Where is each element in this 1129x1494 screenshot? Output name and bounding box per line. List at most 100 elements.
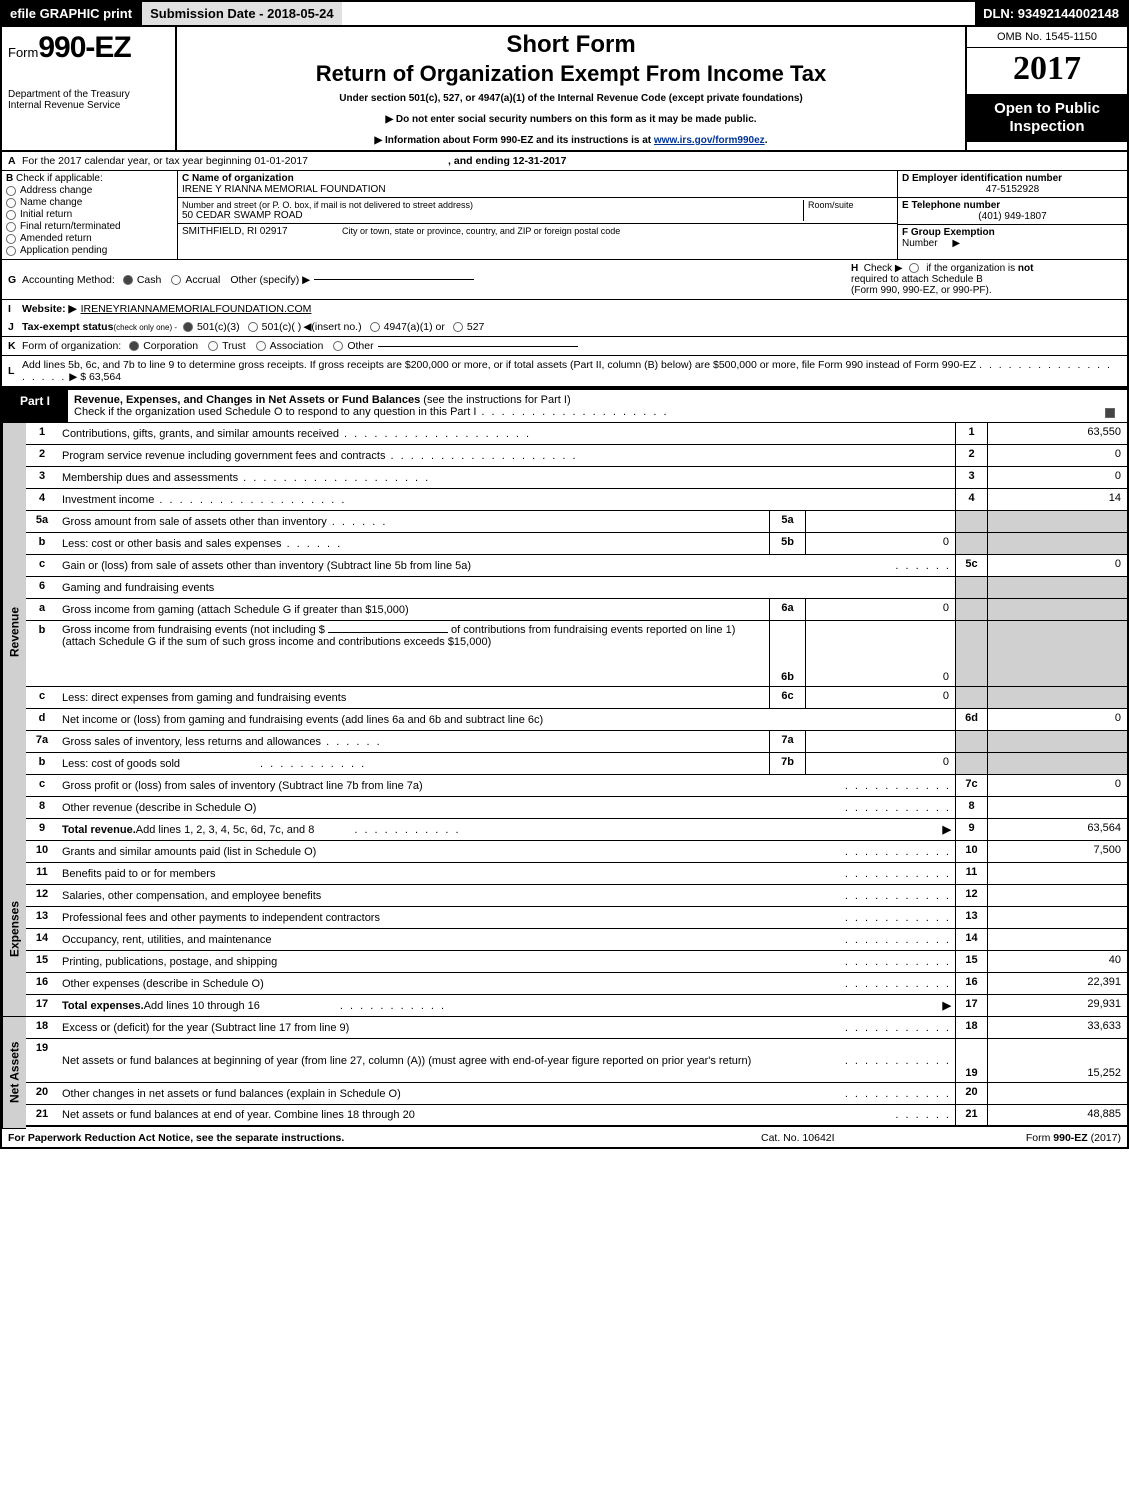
rn-16: 16 (955, 973, 987, 994)
rb-cash[interactable] (123, 275, 133, 285)
pt1-checkbox-cell (1097, 390, 1127, 422)
rb-4947[interactable] (370, 322, 380, 332)
rb-accrual[interactable] (171, 275, 181, 285)
sv-6b: 0 (805, 621, 955, 686)
d-18-dots (845, 1022, 951, 1034)
rn-8: 8 (955, 797, 987, 818)
d-7b: Less: cost of goods sold (58, 753, 769, 774)
row-5c: c Gain or (loss) from sale of assets oth… (26, 555, 1127, 577)
pt1-dots (476, 406, 668, 418)
irs-link[interactable]: www.irs.gov/form990ez (654, 135, 765, 146)
cb-address-change[interactable] (6, 186, 16, 196)
d-16-t: Other expenses (describe in Schedule O) (62, 978, 264, 990)
d-18-t: Excess or (deficit) for the year (Subtra… (62, 1022, 349, 1034)
cb-initial-return[interactable] (6, 210, 16, 220)
rb-501c3[interactable] (183, 322, 193, 332)
d-3-t: Membership dues and assessments (62, 472, 430, 484)
city-value: SMITHFIELD, RI 02917 (182, 226, 342, 237)
cb-application-pending[interactable] (6, 246, 16, 256)
line-j: J Tax-exempt status (check only one) - 5… (0, 318, 1129, 337)
v-9: 63,564 (987, 819, 1127, 840)
v-13 (987, 907, 1127, 928)
v-5b (987, 533, 1127, 554)
return-title: Return of Organization Exempt From Incom… (181, 61, 961, 87)
row-10: 10 Grants and similar amounts paid (list… (26, 841, 1127, 863)
g-other-input[interactable] (314, 279, 474, 280)
row-12: 12 Salaries, other compensation, and emp… (26, 885, 1127, 907)
cb-amended-return[interactable] (6, 234, 16, 244)
cb-h[interactable] (909, 263, 919, 273)
rb-corp[interactable] (129, 341, 139, 351)
cb-final-return[interactable] (6, 222, 16, 232)
v-5a (987, 511, 1127, 532)
rb-trust[interactable] (208, 341, 218, 351)
row-5a: 5a Gross amount from sale of assets othe… (26, 511, 1127, 533)
sub-6b: 6b (769, 621, 805, 686)
d-7a: Gross sales of inventory, less returns a… (58, 731, 769, 752)
row-8: 8 Other revenue (describe in Schedule O)… (26, 797, 1127, 819)
n-16: 16 (26, 973, 58, 994)
d-20: Other changes in net assets or fund bala… (58, 1083, 955, 1104)
g-other: Other (specify) ▶ (230, 274, 310, 286)
rb-501c[interactable] (248, 322, 258, 332)
n-20: 20 (26, 1083, 58, 1104)
i-label: Website: ▶ (22, 303, 77, 315)
d-17-t2: Add lines 10 through 16 (144, 1000, 260, 1012)
v-17: 29,931 (987, 995, 1127, 1016)
rb-other[interactable] (333, 341, 343, 351)
j-label: Tax-exempt status (22, 321, 113, 333)
d-9-dots (354, 824, 460, 836)
cb-name-change[interactable] (6, 198, 16, 208)
d-6b-blank[interactable] (328, 632, 448, 633)
k-other-input[interactable] (378, 346, 578, 347)
v-6 (987, 577, 1127, 598)
k-o3: Association (270, 340, 324, 352)
v-4: 14 (987, 489, 1127, 510)
footer-left: For Paperwork Reduction Act Notice, see … (8, 1132, 761, 1144)
rn-5a (955, 511, 987, 532)
n-5b: b (26, 533, 58, 554)
v-7c: 0 (987, 775, 1127, 796)
rb-assoc[interactable] (256, 341, 266, 351)
d-10-t: Grants and similar amounts paid (list in… (62, 846, 316, 858)
row-6c: c Less: direct expenses from gaming and … (26, 687, 1127, 709)
efile-print-button[interactable]: efile GRAPHIC print (2, 2, 140, 25)
open-line1: Open to Public (971, 100, 1123, 118)
rn-5b (955, 533, 987, 554)
rn-11: 11 (955, 863, 987, 884)
n-14: 14 (26, 929, 58, 950)
d-6d: Net income or (loss) from gaming and fun… (58, 709, 955, 730)
rn-3: 3 (955, 467, 987, 488)
c-name-box: C Name of organization IRENE Y RIANNA ME… (178, 171, 897, 198)
top-bar: efile GRAPHIC print Submission Date - 20… (0, 0, 1129, 27)
row-6a: a Gross income from gaming (attach Sched… (26, 599, 1127, 621)
j-ins: ◀(insert no.) (303, 321, 361, 333)
d-10: Grants and similar amounts paid (list in… (58, 841, 955, 862)
d-12-t: Salaries, other compensation, and employ… (62, 890, 321, 902)
d-9: Total revenue. Add lines 1, 2, 3, 4, 5c,… (58, 819, 955, 840)
side-revenue: Revenue (2, 423, 26, 841)
letter-g: G (8, 274, 22, 286)
grid-rows: 1 Contributions, gifts, grants, and simi… (26, 423, 1127, 1129)
website-link[interactable]: IRENEYRIANNAMEMORIALFOUNDATION.COM (81, 303, 312, 315)
rn-2: 2 (955, 445, 987, 466)
d-13-dots (845, 912, 951, 924)
k-o4: Other (347, 340, 373, 352)
part-i-title: Revenue, Expenses, and Changes in Net As… (68, 390, 1097, 422)
side-expenses: Expenses (2, 841, 26, 1017)
n-1: 1 (26, 423, 58, 444)
pt1-title: Revenue, Expenses, and Changes in Net As… (74, 394, 423, 406)
v-6c (987, 687, 1127, 708)
section-b: B Check if applicable: Address change Na… (2, 171, 177, 259)
row-2: 2 Program service revenue including gove… (26, 445, 1127, 467)
h-text2: if the organization is (926, 263, 1018, 274)
rb-527[interactable] (453, 322, 463, 332)
j-o1: 501(c)(3) (197, 321, 240, 333)
d-7c-t: Gross profit or (loss) from sales of inv… (62, 780, 423, 792)
h-text4: (Form 990, 990-EZ, or 990-PF). (851, 285, 992, 296)
rn-5c: 5c (955, 555, 987, 576)
header-right: OMB No. 1545-1150 2017 Open to Public In… (967, 27, 1127, 150)
rn-7a (955, 731, 987, 752)
k-o2: Trust (222, 340, 246, 352)
pt1-checkbox[interactable] (1105, 408, 1115, 418)
